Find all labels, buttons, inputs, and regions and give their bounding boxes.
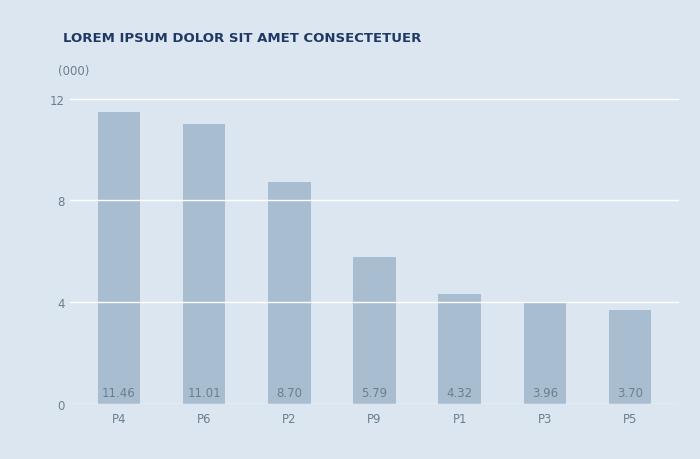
Bar: [609, 310, 651, 404]
Text: 3.70: 3.70: [617, 386, 643, 399]
Bar: [98, 113, 140, 404]
Text: 4.32: 4.32: [447, 386, 473, 399]
Bar: [524, 303, 566, 404]
Text: (000): (000): [57, 65, 89, 78]
Text: 8.70: 8.70: [276, 386, 302, 399]
Bar: [268, 183, 311, 404]
Text: 3.96: 3.96: [532, 386, 558, 399]
Bar: [183, 124, 225, 404]
Text: 5.79: 5.79: [361, 386, 388, 399]
Bar: [354, 257, 395, 404]
Bar: [438, 294, 481, 404]
Text: 11.46: 11.46: [102, 386, 136, 399]
Text: LOREM IPSUM DOLOR SIT AMET CONSECTETUER: LOREM IPSUM DOLOR SIT AMET CONSECTETUER: [63, 32, 421, 45]
Text: 11.01: 11.01: [188, 386, 221, 399]
